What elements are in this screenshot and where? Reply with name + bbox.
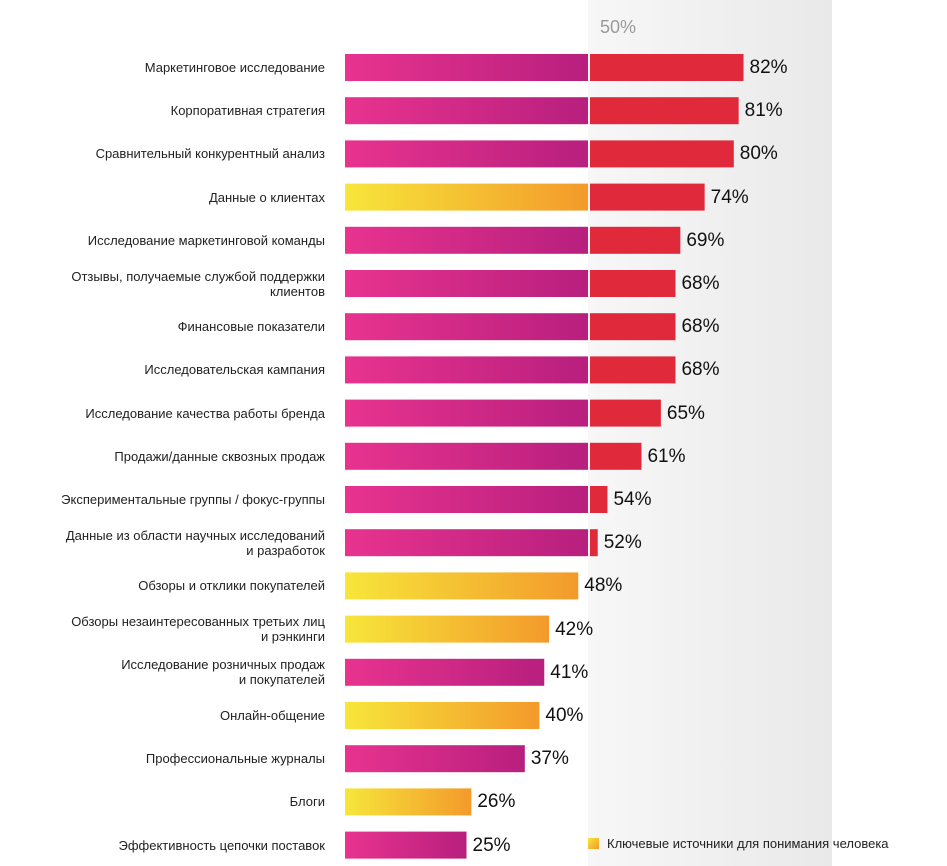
bar-2: [345, 97, 588, 125]
value-label: 48%: [584, 575, 623, 597]
reference-band: [588, 0, 832, 866]
bar-19: [345, 831, 467, 859]
category-label: Исследовательская кампания: [144, 362, 325, 378]
bar-18: [345, 788, 472, 816]
bar-6-above-reference: [590, 270, 676, 297]
category-label: Обзоры незаинтересованных третьих лиц и …: [71, 614, 325, 645]
value-label: 26%: [477, 791, 516, 813]
bar-12-above-reference: [590, 529, 598, 557]
value-label: 52%: [603, 532, 642, 554]
category-label: Профессиональные журналы: [145, 751, 325, 767]
bar-1: [345, 54, 588, 81]
legend: Ключевые источники для понимания человек…: [588, 836, 889, 851]
legend-swatch: [588, 838, 599, 849]
bar-6: [345, 270, 588, 297]
bar-11: [345, 486, 588, 513]
category-label: Продажи/данные сквозных продаж: [114, 448, 325, 464]
value-label: 65%: [666, 402, 705, 424]
value-label: 68%: [681, 273, 720, 294]
bar-10-above-reference: [590, 442, 642, 470]
category-label: Исследование маркетинговой команды: [87, 232, 325, 248]
category-label: Исследование розничных продаж и покупате…: [121, 657, 325, 688]
bar-11-above-reference: [590, 486, 608, 513]
value-label: 25%: [472, 834, 511, 856]
bar-13: [345, 572, 579, 600]
category-label: Экспериментальные группы / фокус-группы: [61, 492, 325, 507]
category-label: Эффективность цепочки поставок: [118, 837, 325, 853]
bar-8-above-reference: [590, 356, 676, 384]
bar-12: [345, 529, 588, 557]
bar-10: [345, 442, 588, 470]
value-label: 68%: [681, 359, 720, 381]
category-label: Данные о клиентах: [208, 189, 325, 205]
value-label: 40%: [545, 705, 584, 726]
value-label: 69%: [686, 229, 725, 251]
bar-1-above-reference: [590, 54, 744, 81]
value-label: 41%: [550, 661, 589, 683]
value-label: 81%: [744, 100, 783, 122]
bar-17: [345, 745, 525, 773]
category-label: Онлайн-общение: [219, 708, 325, 723]
bar-4: [345, 183, 588, 211]
value-label: 74%: [710, 186, 749, 208]
bar-9-above-reference: [590, 399, 661, 427]
bar-3-above-reference: [590, 140, 734, 168]
bar-15: [345, 658, 545, 686]
bar-3: [345, 140, 588, 168]
category-label: Блоги: [289, 794, 325, 810]
bar-4-above-reference: [590, 183, 705, 211]
category-label: Сравнительный конкурентный анализ: [95, 146, 325, 162]
value-label: 37%: [530, 748, 569, 770]
reference-line-label: 50%: [600, 17, 637, 37]
bar-5-above-reference: [590, 226, 681, 254]
category-label: Маркетинговое исследование: [144, 60, 325, 75]
category-label: Корпоративная стратегия: [170, 103, 325, 119]
bar-8: [345, 356, 588, 384]
bar-2-above-reference: [590, 97, 739, 125]
legend-label: Ключевые источники для понимания человек…: [607, 836, 889, 851]
category-label: Отзывы, получаемые службой поддержки кли…: [71, 268, 325, 299]
value-label: 82%: [749, 57, 788, 78]
value-label: 80%: [739, 143, 778, 165]
bar-7-above-reference: [590, 313, 676, 341]
category-label: Обзоры и отклики покупателей: [138, 578, 325, 594]
category-label: Исследование качества работы бренда: [85, 405, 325, 421]
bar-5: [345, 226, 588, 254]
bar-16: [345, 702, 540, 729]
category-label: Данные из области научных исследований и…: [65, 527, 325, 558]
value-label: 61%: [647, 445, 686, 467]
bar-9: [345, 399, 588, 427]
bar-14: [345, 615, 550, 643]
value-label: 54%: [613, 489, 652, 510]
value-label: 68%: [681, 316, 720, 338]
bar-7: [345, 313, 588, 341]
category-label: Финансовые показатели: [177, 319, 325, 335]
value-label: 42%: [555, 618, 594, 640]
